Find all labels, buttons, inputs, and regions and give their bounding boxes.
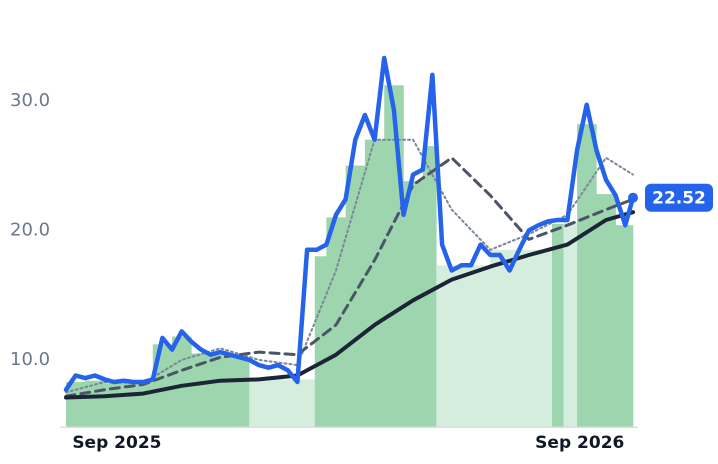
line-series — [65, 138, 634, 394]
area-bar — [172, 336, 192, 428]
area-bar — [85, 380, 105, 428]
area-bar — [403, 181, 424, 428]
area-bar — [143, 381, 154, 428]
area-bar — [191, 353, 211, 428]
area-bar — [577, 124, 597, 428]
area-bar — [563, 222, 578, 428]
area-bar — [210, 354, 231, 428]
area-bar — [229, 357, 250, 428]
area-bar — [422, 146, 437, 428]
area-bar — [123, 383, 144, 428]
area-bar — [345, 165, 366, 428]
value-label: 22.52 — [652, 189, 706, 209]
area-bar — [384, 85, 404, 428]
area-bar — [436, 265, 491, 428]
area-bar — [314, 256, 327, 428]
y-tick-label: 30.0 — [10, 90, 50, 111]
y-tick-label: 10.0 — [10, 349, 50, 370]
area-bar — [552, 223, 564, 428]
x-tick-label: Sep 2025 — [72, 433, 161, 453]
line-series — [64, 210, 635, 400]
area-bar — [596, 194, 616, 428]
area-bar — [364, 139, 385, 428]
last-point — [628, 192, 638, 203]
area-bar — [249, 379, 316, 428]
line-series — [63, 55, 636, 392]
area-bar — [615, 225, 634, 428]
y-tick-label: 20.0 — [10, 219, 50, 240]
x-tick-label: Sep 2026 — [535, 433, 624, 453]
value-badge — [645, 183, 713, 212]
line-series — [64, 156, 635, 398]
area-bar — [490, 249, 553, 428]
